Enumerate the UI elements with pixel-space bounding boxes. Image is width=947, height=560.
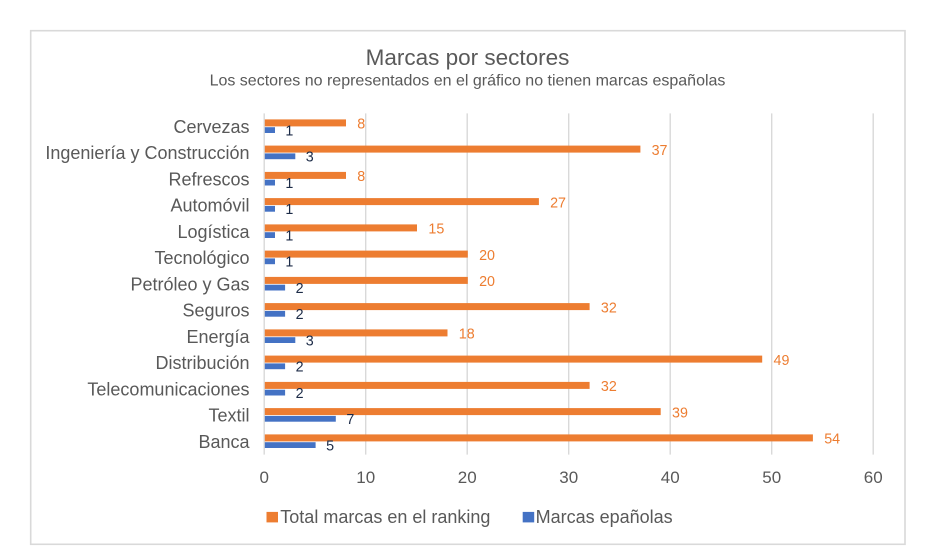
svg-text:7: 7 xyxy=(346,412,354,428)
svg-text:27: 27 xyxy=(550,195,566,211)
svg-text:40: 40 xyxy=(661,468,680,487)
svg-text:Ingeniería y Construcción: Ingeniería y Construcción xyxy=(45,143,249,163)
svg-text:8: 8 xyxy=(357,117,365,133)
svg-text:Los sectores no representados: Los sectores no representados en el gráf… xyxy=(210,73,726,90)
svg-text:Automóvil: Automóvil xyxy=(170,196,249,216)
svg-text:Energía: Energía xyxy=(186,327,250,347)
svg-text:10: 10 xyxy=(356,468,375,487)
svg-text:Refrescos: Refrescos xyxy=(168,169,249,189)
svg-text:3: 3 xyxy=(306,333,314,349)
svg-text:2: 2 xyxy=(296,307,304,323)
svg-text:Logística: Logística xyxy=(177,222,250,242)
svg-text:37: 37 xyxy=(652,143,668,159)
svg-text:20: 20 xyxy=(458,468,477,487)
svg-text:54: 54 xyxy=(824,432,840,448)
svg-text:39: 39 xyxy=(672,405,688,421)
svg-text:Distribución: Distribución xyxy=(155,353,249,373)
svg-text:5: 5 xyxy=(326,438,334,454)
svg-text:1: 1 xyxy=(285,202,293,218)
svg-text:Petróleo y Gas: Petróleo y Gas xyxy=(130,274,249,294)
svg-text:Seguros: Seguros xyxy=(182,301,249,321)
svg-text:Marcas por sectores: Marcas por sectores xyxy=(366,45,570,70)
svg-text:8: 8 xyxy=(357,169,365,185)
svg-text:Telecomunicaciones: Telecomunicaciones xyxy=(87,379,249,399)
svg-text:2: 2 xyxy=(296,360,304,376)
svg-text:0: 0 xyxy=(259,468,268,487)
svg-text:60: 60 xyxy=(864,468,883,487)
svg-text:1: 1 xyxy=(285,228,293,244)
svg-text:20: 20 xyxy=(479,274,495,290)
svg-text:Total marcas en el ranking: Total marcas en el ranking xyxy=(280,507,490,527)
svg-text:30: 30 xyxy=(559,468,578,487)
svg-text:Marcas epañolas: Marcas epañolas xyxy=(536,507,673,527)
svg-text:32: 32 xyxy=(601,379,617,395)
svg-text:3: 3 xyxy=(306,150,314,166)
svg-text:2: 2 xyxy=(296,281,304,297)
svg-text:15: 15 xyxy=(428,222,444,238)
svg-text:49: 49 xyxy=(774,353,790,369)
svg-text:1: 1 xyxy=(285,123,293,139)
svg-text:18: 18 xyxy=(459,327,475,343)
svg-text:2: 2 xyxy=(296,386,304,402)
svg-text:Tecnológico: Tecnológico xyxy=(154,248,249,268)
svg-text:50: 50 xyxy=(762,468,781,487)
svg-text:1: 1 xyxy=(285,176,293,192)
svg-text:Textil: Textil xyxy=(208,406,249,426)
svg-text:Banca: Banca xyxy=(198,432,250,452)
svg-text:32: 32 xyxy=(601,300,617,316)
svg-text:1: 1 xyxy=(285,255,293,271)
svg-text:20: 20 xyxy=(479,248,495,264)
svg-text:Cervezas: Cervezas xyxy=(173,117,249,137)
